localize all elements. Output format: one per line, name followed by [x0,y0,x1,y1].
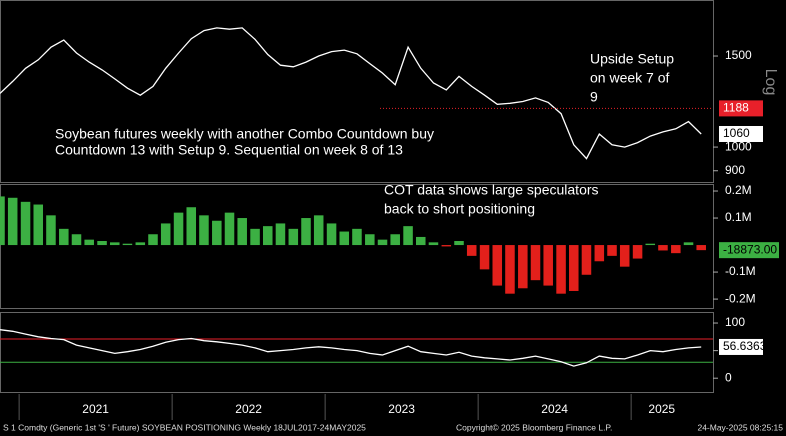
marker-label: -18873.00 [723,242,777,256]
bar [313,215,324,246]
bar [237,218,247,246]
marker-box [719,100,763,117]
x-tick-label: 2024 [541,402,568,416]
marker-box [719,338,763,355]
bar [556,245,566,294]
y-tick-label: 900 [725,163,745,177]
bar [109,242,120,246]
bar [7,197,18,246]
x-tick-label: 2022 [235,402,262,416]
bar [250,228,260,246]
footer-left: S 1 Comdty (Generic 1st 'S ' Future) SOY… [3,422,366,432]
bar [696,245,706,251]
data-line [0,329,702,367]
bar [288,228,299,246]
bar [0,196,5,246]
annotation: Soybean futures weekly with another Comb… [55,126,434,142]
bar [186,207,197,246]
bar [479,245,490,270]
bar [658,245,668,251]
bar [543,245,553,286]
bar [160,223,171,246]
axis-label: Log [762,69,779,96]
y-tick-label: 1000 [725,139,752,153]
bar [148,234,158,246]
annotation: COT data shows large speculators [384,182,599,198]
panel-frame [0,184,714,309]
bar [262,226,273,246]
bar [301,218,311,246]
bar [619,245,630,267]
bar [365,234,375,246]
bar [84,239,94,246]
marker-label: 56.6363 [723,339,767,353]
y-tick-label: 100 [725,315,745,329]
bar [59,228,69,246]
bar [339,231,350,246]
annotation: Upside Setup [590,51,674,67]
bar [607,245,617,256]
bar [569,245,579,291]
annotation: 9 [590,89,598,105]
bar [390,234,400,246]
bar [518,245,528,289]
bar [97,241,107,246]
bar [199,215,209,246]
y-tick-label: 1500 [725,48,752,62]
bar [683,242,694,246]
y-tick-label: 0.2M [725,183,752,197]
annotation: back to short positioning [384,201,535,217]
bar [492,245,503,286]
bar [466,245,477,256]
marker-box [719,125,763,142]
bar [645,243,656,246]
marker-box [719,242,779,259]
bar [377,239,388,246]
bar [224,212,235,246]
bar [212,220,222,246]
bar [352,228,362,246]
y-tick-label: -0.1M [725,264,756,278]
annotation: on week 7 of [590,70,669,86]
bar [403,226,413,246]
bar [454,241,464,246]
bar [530,245,541,281]
x-tick-label: 2021 [82,402,109,416]
bar [71,234,82,246]
bar [135,242,146,246]
y-tick-label: 0 [725,370,732,384]
bar [46,215,56,246]
y-tick-label: 0.1M [725,210,752,224]
panel-frame [0,0,714,183]
bar [428,242,439,246]
x-tick-label: 2023 [388,402,415,416]
bar [326,223,337,246]
marker-label: 1188 [723,101,749,115]
bar [581,245,592,275]
marker-label: 1060 [723,126,750,140]
bar [594,245,605,262]
bar [173,212,184,246]
y-tick-label: -0.2M [725,291,756,305]
annotation: Countdown 13 with Setup 9. Sequential on… [55,142,403,158]
bar [632,245,643,259]
bar [20,201,31,246]
bar [441,245,452,247]
footer-center: Copyright© 2025 Bloomberg Finance L.P. [456,422,612,432]
bar [275,223,286,246]
bar [505,245,515,294]
bar [33,204,44,246]
bar [122,243,133,246]
bar [415,236,426,246]
data-line [0,27,702,160]
bar [671,245,681,254]
panel-frame [0,312,714,393]
footer-right: 24-May-2025 08:25:15 [697,422,783,432]
x-tick-label: 2025 [648,402,675,416]
